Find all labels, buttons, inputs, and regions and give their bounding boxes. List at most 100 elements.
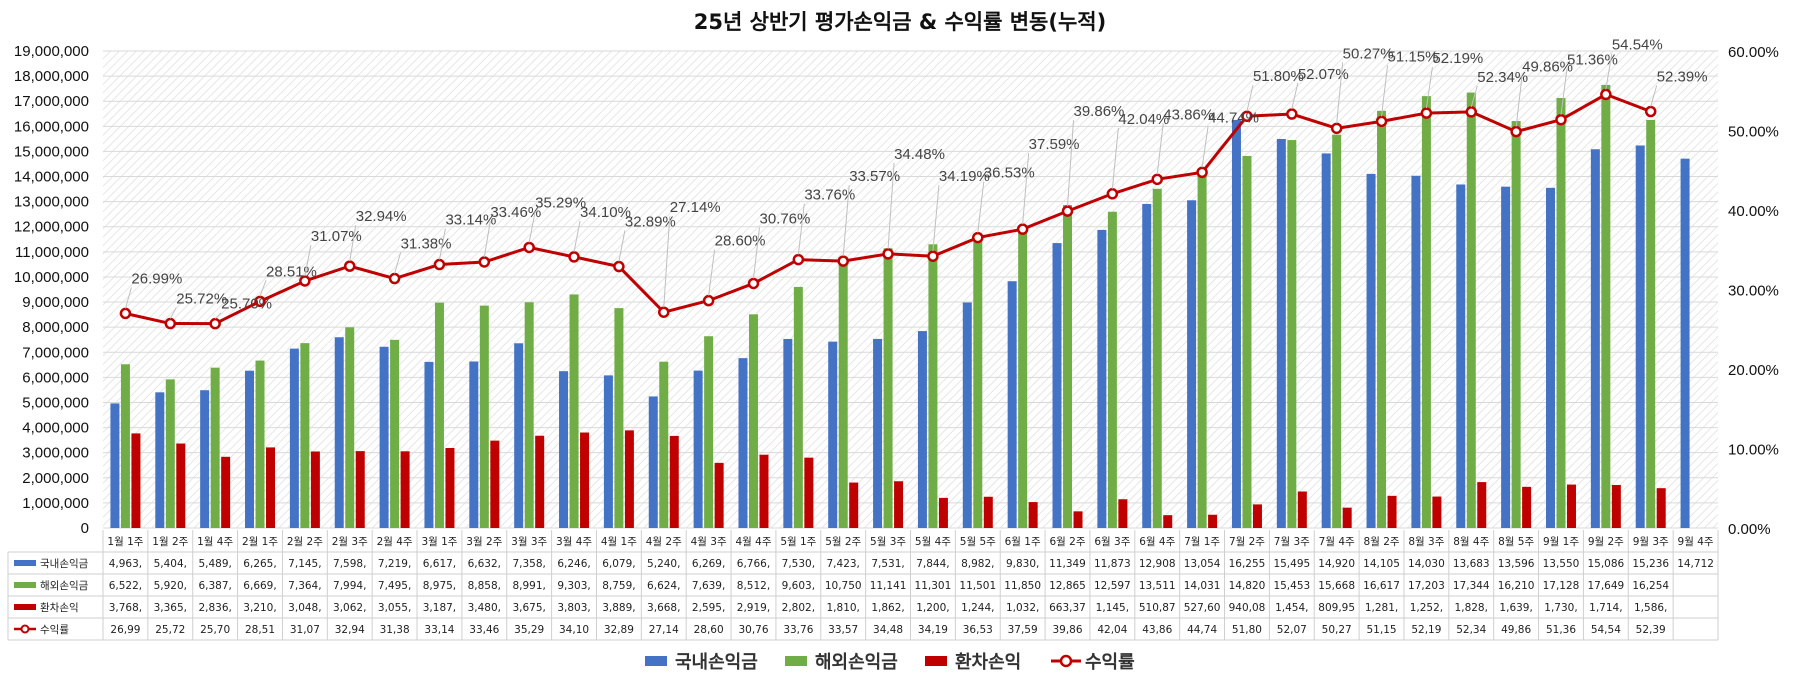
point-수익률 <box>882 248 894 260</box>
bar-환차손익 <box>1656 488 1666 528</box>
x-tick-label: 5월 5주 <box>960 536 996 548</box>
bar-환차손익 <box>1028 502 1038 528</box>
data-label-수익률: 34.48% <box>894 146 945 163</box>
table-row-label: 환차손익 <box>40 602 79 614</box>
bar-환차손익 <box>1566 484 1576 528</box>
data-label-leader <box>977 181 985 233</box>
data-label-leader <box>1560 68 1568 115</box>
table-cell: 15,453 <box>1273 580 1310 592</box>
bar-국내손익금 <box>1635 145 1645 528</box>
data-label-수익률: 27.14% <box>670 199 721 216</box>
bar-환차손익 <box>535 435 545 528</box>
data-label-수익률: 52.07% <box>1298 66 1349 83</box>
data-label-수익률: 33.46% <box>490 204 541 221</box>
point-수익률 <box>837 255 849 267</box>
bar-해외손익금 <box>300 343 310 528</box>
table-cell: 7,423, <box>827 558 860 570</box>
bar-환차손익 <box>1073 511 1083 528</box>
bar-해외손익금 <box>569 294 579 528</box>
data-label-수익률: 33.76% <box>804 187 855 204</box>
y-right-tick-label: 50.00% <box>1728 124 1779 141</box>
bar-국내손익금 <box>559 371 569 528</box>
point-수익률 <box>792 253 805 266</box>
table-cell: 6,624, <box>647 580 680 592</box>
table-key-해외손익금 <box>14 582 36 588</box>
legend-label-환차손익: 환차손익 <box>955 651 1021 673</box>
data-label-수익률: 39.86% <box>1074 103 1125 120</box>
bar-국내손익금 <box>1276 138 1286 528</box>
table-cell: 510,87 <box>1139 602 1176 614</box>
point-수익률 <box>254 295 266 308</box>
data-label-leader <box>1515 75 1523 127</box>
table-cell: 11,301 <box>915 580 952 592</box>
table-cell: 11,349 <box>1049 558 1086 570</box>
table-cell: 52,34 <box>1456 624 1486 636</box>
data-label-수익률: 51.36% <box>1567 52 1618 69</box>
table-cell: 8,991, <box>512 580 545 592</box>
table-row-label: 국내손익금 <box>40 558 89 570</box>
x-tick-label: 5월 4주 <box>915 536 951 548</box>
table-cell: 2,595, <box>692 602 725 614</box>
table-cell: 14,030 <box>1408 558 1445 570</box>
table-cell: 6,079, <box>602 558 635 570</box>
x-tick-label: 4월 1주 <box>601 536 637 548</box>
data-label-수익률: 28.51% <box>266 263 317 280</box>
bar-해외손익금 <box>1466 92 1476 529</box>
table-cell: 6,766, <box>737 558 770 570</box>
point-수익률 <box>568 251 580 263</box>
table-cell: 1,200, <box>916 602 949 614</box>
legend-label-수익률: 수익률 <box>1085 652 1135 673</box>
bar-해외손익금 <box>748 314 758 528</box>
y-left-tick-label: 11,000,000 <box>15 244 89 261</box>
table-cell: 42,04 <box>1097 624 1127 636</box>
table-cell: 28,51 <box>245 624 275 636</box>
data-label-leader <box>483 220 491 258</box>
data-label-leader <box>708 249 716 296</box>
table-cell: 809,95 <box>1318 602 1355 614</box>
data-label-leader <box>1201 126 1209 168</box>
data-label-수익률: 31.38% <box>401 236 452 253</box>
point-수익률 <box>1555 113 1567 126</box>
table-cell: 7,844, <box>916 558 949 570</box>
data-label-수익률: 36.53% <box>984 165 1035 182</box>
data-label-수익률: 52.39% <box>1657 68 1708 85</box>
bar-해외손익금 <box>883 248 893 529</box>
table-cell: 11,850 <box>1004 580 1041 592</box>
data-label-수익률: 25.72% <box>176 291 227 308</box>
data-label-수익률: 44.74% <box>1208 109 1259 126</box>
table-cell: 3,803, <box>557 602 590 614</box>
x-tick-label: 4월 4주 <box>735 536 771 548</box>
data-label-leader <box>349 225 357 262</box>
y-left-tick-label: 14,000,000 <box>14 169 89 186</box>
data-label-수익률: 52.34% <box>1477 69 1528 86</box>
data-label-leader <box>1156 123 1164 175</box>
data-label-leader <box>887 162 895 249</box>
x-tick-label: 7월 4주 <box>1319 536 1355 548</box>
point-수익률 <box>1330 122 1343 135</box>
bar-국내손익금 <box>245 370 255 528</box>
bar-환차손익 <box>804 457 814 528</box>
x-tick-label: 9월 4주 <box>1678 536 1714 548</box>
table-cell: 52,19 <box>1411 624 1441 636</box>
table-cell: 4,963, <box>109 558 142 570</box>
x-tick-label: 4월 2주 <box>646 536 682 548</box>
y-left-tick-label: 2,000,000 <box>22 470 89 487</box>
y-left-tick-label: 1,000,000 <box>22 495 89 512</box>
data-label-leader <box>169 307 177 319</box>
chart-title: 25년 상반기 평가손익금 & 수익률 변동(누적) <box>693 10 1107 34</box>
point-수익률 <box>523 241 535 254</box>
x-tick-label: 2월 3주 <box>332 536 368 548</box>
point-수익률 <box>613 260 625 273</box>
point-수익률 <box>1151 173 1163 186</box>
point-수익률 <box>119 307 132 320</box>
table-cell: 16,255 <box>1229 558 1266 570</box>
table-cell: 33,14 <box>424 624 454 636</box>
bar-국내손익금 <box>873 338 883 528</box>
x-tick-label: 2월 1주 <box>242 536 278 548</box>
data-label-수익률: 28.60% <box>715 233 766 250</box>
point-수익률 <box>1016 223 1029 235</box>
table-key-국내손익금 <box>14 560 36 566</box>
bar-환차손익 <box>1118 499 1128 528</box>
bar-해외손익금 <box>659 361 669 528</box>
table-cell: 5,489, <box>198 558 231 570</box>
